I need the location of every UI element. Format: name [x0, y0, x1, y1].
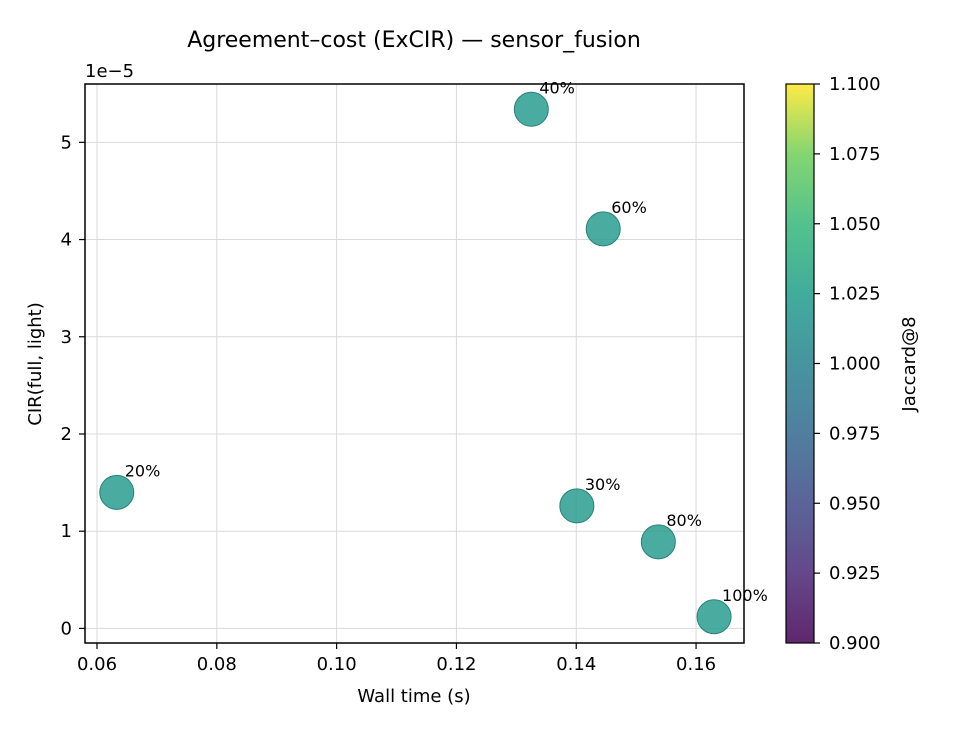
x-tick-label: 0.06 [77, 654, 117, 675]
data-point [696, 599, 732, 635]
colorbar-tick-label: 0.900 [829, 633, 881, 654]
colorbar-tick-label: 0.950 [829, 493, 881, 514]
data-point-label: 60% [611, 198, 647, 217]
colorbar-tick-label: 1.100 [829, 74, 881, 95]
data-point [559, 488, 595, 524]
y-tick-label: 0 [61, 618, 72, 639]
y-tick-label: 3 [61, 327, 72, 348]
colorbar-ticks: 0.900 0.925 0.950 0.975 1.000 1.025 1.050 1.075… [814, 74, 881, 654]
y-tick-label: 2 [61, 424, 72, 445]
colorbar-tick-label: 1.025 [829, 284, 881, 305]
x-tick-label: 0.08 [197, 654, 237, 675]
data-point [640, 524, 676, 560]
x-tick-label: 0.16 [676, 654, 716, 675]
colorbar-tick-label: 0.975 [829, 423, 881, 444]
x-tick-label: 0.14 [556, 654, 596, 675]
data-point-label: 100% [722, 586, 768, 605]
colorbar-tick-label: 0.925 [829, 563, 881, 584]
data-point-label: 80% [666, 511, 702, 530]
data-point-label: 40% [539, 78, 575, 97]
x-axis-ticks: 0.06 0.08 0.10 0.12 0.14 0.16 [77, 643, 716, 675]
points: 20% 30% 40% 60% 80% 100% [99, 78, 768, 635]
y-axis-label: CIR(full, light) [25, 302, 46, 426]
y-tick-label: 1 [61, 521, 72, 542]
colorbar-tick-label: 1.075 [829, 144, 881, 165]
y-tick-label: 5 [61, 132, 72, 153]
colorbar-tick-label: 1.000 [829, 354, 881, 375]
plot-frame [84, 83, 745, 644]
x-axis-label: Wall time (s) [357, 686, 470, 707]
data-point [513, 91, 549, 127]
grid [85, 84, 744, 643]
x-tick-label: 0.12 [436, 654, 476, 675]
y-offset-label: 1e−5 [85, 61, 134, 82]
data-point [99, 474, 135, 510]
y-axis-ticks: 0 1 2 3 4 5 [61, 132, 85, 639]
colorbar-label: Jaccard@8 [899, 316, 920, 412]
data-point [585, 211, 621, 247]
y-tick-label: 4 [61, 230, 72, 251]
data-point-label: 30% [585, 475, 621, 494]
x-tick-label: 0.10 [317, 654, 357, 675]
colorbar [785, 83, 815, 644]
colorbar-tick-label: 1.050 [829, 214, 881, 235]
chart-title: Agreement–cost (ExCIR) — sensor_fusion [187, 28, 641, 53]
data-point-label: 20% [125, 461, 161, 480]
